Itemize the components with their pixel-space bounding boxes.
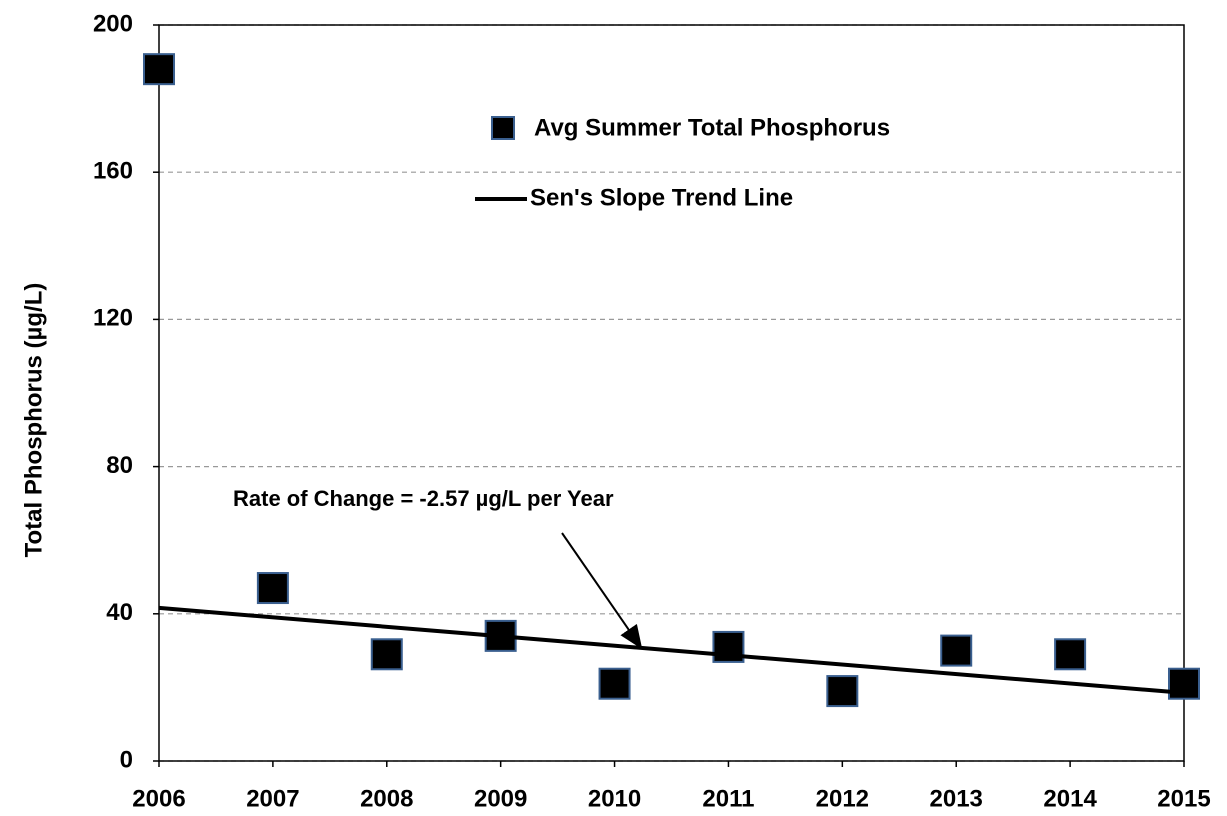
annotation-arrow [561, 532, 643, 650]
x-tick-label: 2011 [702, 785, 754, 812]
y-tick-label: 120 [93, 305, 133, 332]
x-tick-label: 2013 [930, 785, 983, 812]
marker [143, 53, 175, 86]
x-tick-label: 2007 [246, 785, 299, 812]
x-tick-label: 2009 [474, 785, 527, 812]
y-tick-label: 40 [106, 599, 133, 626]
marker [370, 638, 403, 671]
legend-marker [491, 116, 515, 140]
x-tick-label: 2012 [816, 785, 869, 812]
x-tick-label: 2015 [1157, 785, 1210, 812]
y-tick-label: 200 [93, 10, 133, 37]
y-tick-label: 160 [93, 158, 133, 185]
x-tick-label: 2008 [360, 785, 413, 812]
marker [1054, 638, 1087, 671]
marker [826, 675, 859, 708]
x-tick-label: 2014 [1043, 785, 1097, 812]
marker [1168, 667, 1200, 700]
plot-frame [158, 24, 1185, 762]
y-tick-label: 80 [106, 452, 133, 479]
y-axis-label: Total Phosphorus (µg/L) [20, 283, 47, 558]
legend-label: Sen's Slope Trend Line [530, 184, 793, 211]
y-tick-label: 0 [120, 746, 133, 773]
marker [598, 667, 631, 700]
marker [940, 634, 973, 667]
x-tick-label: 2006 [132, 785, 185, 812]
trend-line [158, 605, 1185, 695]
marker [256, 572, 289, 605]
annotation: Rate of Change = -2.57 µg/L per Year [233, 486, 614, 511]
x-tick-label: 2010 [588, 785, 641, 812]
legend-label: Avg Summer Total Phosphorus [534, 114, 890, 141]
